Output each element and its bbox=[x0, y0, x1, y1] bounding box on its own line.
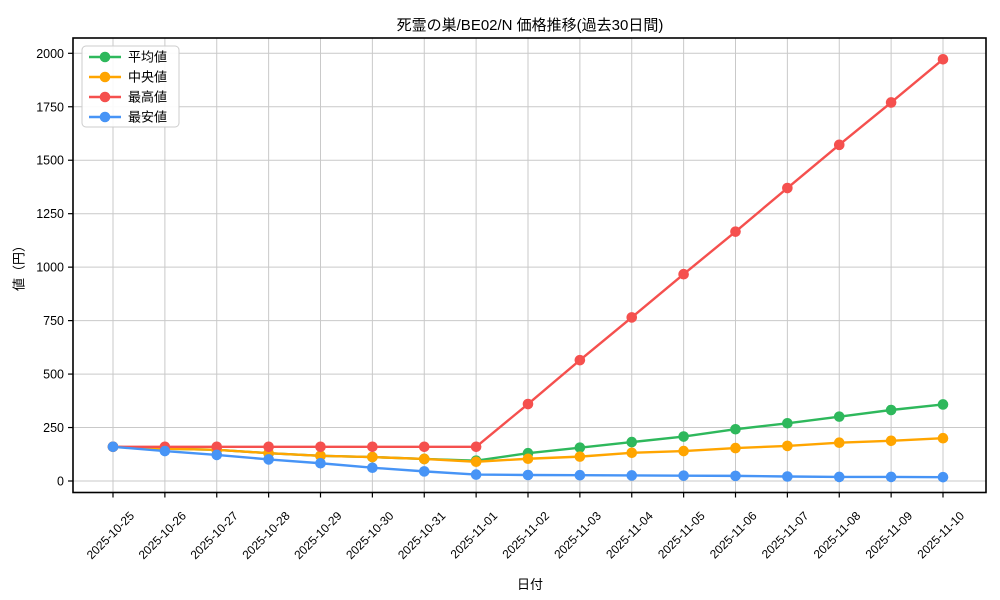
legend-label: 平均値 bbox=[128, 50, 167, 65]
legend-label: 最安値 bbox=[128, 110, 167, 125]
y-tick-label: 1500 bbox=[36, 154, 64, 168]
y-tick-label: 1250 bbox=[36, 207, 64, 221]
data-point bbox=[782, 417, 793, 429]
x-tick-label: 2025-11-05 bbox=[655, 508, 708, 561]
data-point bbox=[574, 354, 586, 366]
legend-marker bbox=[99, 111, 111, 123]
data-point bbox=[107, 441, 119, 453]
data-point bbox=[470, 441, 482, 453]
y-tick-label: 750 bbox=[43, 314, 64, 328]
x-tick-label: 2025-11-09 bbox=[863, 508, 916, 561]
data-point bbox=[678, 431, 689, 442]
y-tick-label: 500 bbox=[43, 368, 64, 382]
x-tick-label: 2025-11-03 bbox=[551, 508, 604, 561]
data-point bbox=[574, 469, 586, 481]
data-point bbox=[730, 226, 741, 237]
data-point bbox=[730, 470, 741, 482]
series-最安値 bbox=[107, 441, 949, 483]
y-tick-label: 250 bbox=[43, 421, 64, 435]
data-point bbox=[885, 471, 897, 483]
data-point bbox=[885, 435, 897, 447]
data-point bbox=[833, 471, 845, 483]
legend-marker bbox=[99, 51, 111, 63]
data-point bbox=[937, 432, 949, 444]
x-tick-label: 2025-10-26 bbox=[136, 508, 190, 562]
data-point bbox=[626, 470, 638, 481]
legend-label: 中央値 bbox=[128, 70, 167, 85]
legend-box bbox=[81, 45, 180, 128]
x-tick-label: 2025-10-27 bbox=[188, 508, 242, 562]
data-point bbox=[418, 453, 430, 465]
x-tick-label: 2025-11-08 bbox=[811, 508, 864, 561]
data-point bbox=[833, 411, 845, 422]
x-tick-label: 2025-10-31 bbox=[395, 508, 449, 562]
data-point bbox=[522, 453, 534, 465]
x-tick-label: 2025-10-28 bbox=[239, 508, 293, 562]
data-point bbox=[367, 451, 378, 463]
data-point bbox=[211, 441, 223, 453]
data-point bbox=[937, 399, 949, 410]
data-point bbox=[730, 442, 741, 454]
data-point bbox=[315, 450, 326, 462]
data-point bbox=[211, 449, 223, 461]
data-point bbox=[937, 53, 949, 65]
data-point bbox=[885, 97, 897, 108]
x-tick-label: 2025-10-29 bbox=[291, 508, 345, 562]
legend-marker bbox=[99, 91, 111, 103]
legend-marker bbox=[99, 71, 111, 83]
data-point bbox=[885, 404, 897, 416]
data-point bbox=[730, 423, 741, 435]
x-tick-label: 2025-10-25 bbox=[84, 508, 138, 562]
data-point bbox=[833, 139, 845, 151]
data-point bbox=[367, 441, 378, 453]
x-tick-label: 2025-11-06 bbox=[707, 508, 760, 561]
data-point bbox=[782, 182, 793, 194]
data-point bbox=[782, 440, 793, 452]
data-point bbox=[263, 454, 274, 465]
data-point bbox=[574, 442, 586, 453]
y-tick-label: 2000 bbox=[36, 47, 64, 61]
data-point bbox=[678, 268, 689, 280]
data-point bbox=[522, 469, 534, 481]
gridlines bbox=[73, 38, 986, 493]
x-tick-label: 2025-11-10 bbox=[914, 508, 967, 561]
x-tick-label: 2025-11-07 bbox=[759, 508, 812, 561]
data-point bbox=[522, 398, 534, 410]
data-point bbox=[470, 456, 482, 468]
x-tick-label: 2025-11-04 bbox=[603, 508, 656, 561]
data-point bbox=[315, 457, 326, 469]
data-point bbox=[678, 470, 689, 481]
legend-label: 最高値 bbox=[128, 90, 167, 105]
x-axis-label: 日付 bbox=[516, 577, 544, 592]
chart-title: 死霊の巣/BE02/N 価格推移(過去30日間) bbox=[396, 17, 664, 34]
y-tick-label: 1750 bbox=[36, 100, 64, 114]
data-point bbox=[626, 436, 638, 448]
data-point bbox=[833, 437, 845, 449]
data-point bbox=[678, 445, 689, 457]
y-tick-label: 0 bbox=[57, 475, 64, 489]
data-point bbox=[418, 466, 430, 477]
data-point bbox=[470, 469, 482, 480]
x-tick-label: 2025-10-30 bbox=[343, 508, 397, 562]
data-point bbox=[315, 441, 326, 453]
data-point bbox=[782, 471, 793, 482]
data-point bbox=[937, 471, 949, 483]
x-tick-label: 2025-11-02 bbox=[499, 508, 552, 561]
data-point bbox=[367, 462, 378, 474]
data-point bbox=[263, 441, 274, 453]
data-point bbox=[626, 447, 638, 459]
data-point bbox=[159, 445, 171, 457]
y-tick-label: 1000 bbox=[36, 261, 64, 275]
plot-border bbox=[72, 37, 987, 494]
x-tick-label: 2025-11-01 bbox=[448, 508, 501, 561]
data-point bbox=[574, 451, 586, 462]
data-point bbox=[418, 441, 430, 453]
data-point bbox=[626, 312, 638, 323]
